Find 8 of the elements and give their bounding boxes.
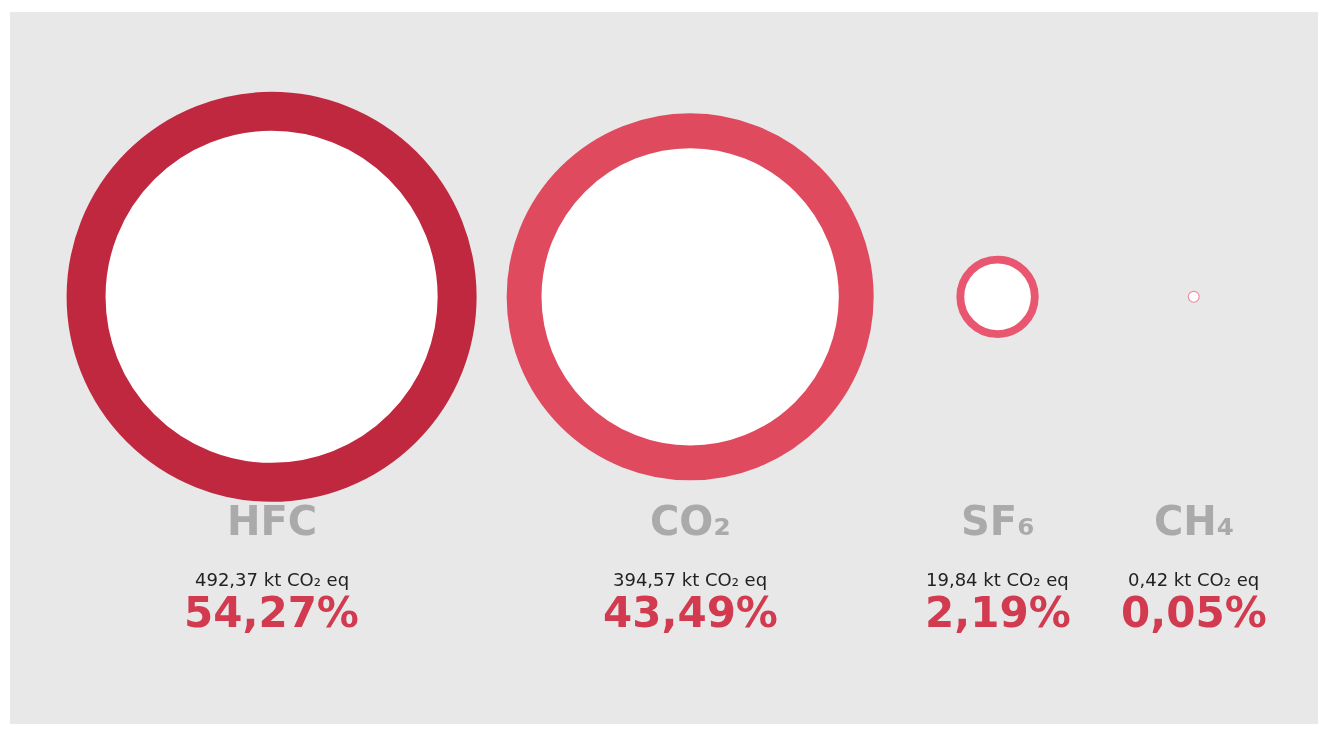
data-label: 0,42 kt CO₂ eq bbox=[1128, 569, 1260, 590]
data-label: 19,84 kt CO₂ eq bbox=[926, 569, 1069, 590]
data-label: 492,37 kt CO₂ eq bbox=[195, 569, 350, 590]
category-label: SF₆ bbox=[961, 498, 1035, 544]
category-label: CO₂ bbox=[650, 498, 731, 544]
data-label: 394,57 kt CO₂ eq bbox=[613, 569, 768, 590]
category-label: HFC bbox=[227, 498, 318, 544]
category-label: CH₄ bbox=[1154, 498, 1235, 544]
